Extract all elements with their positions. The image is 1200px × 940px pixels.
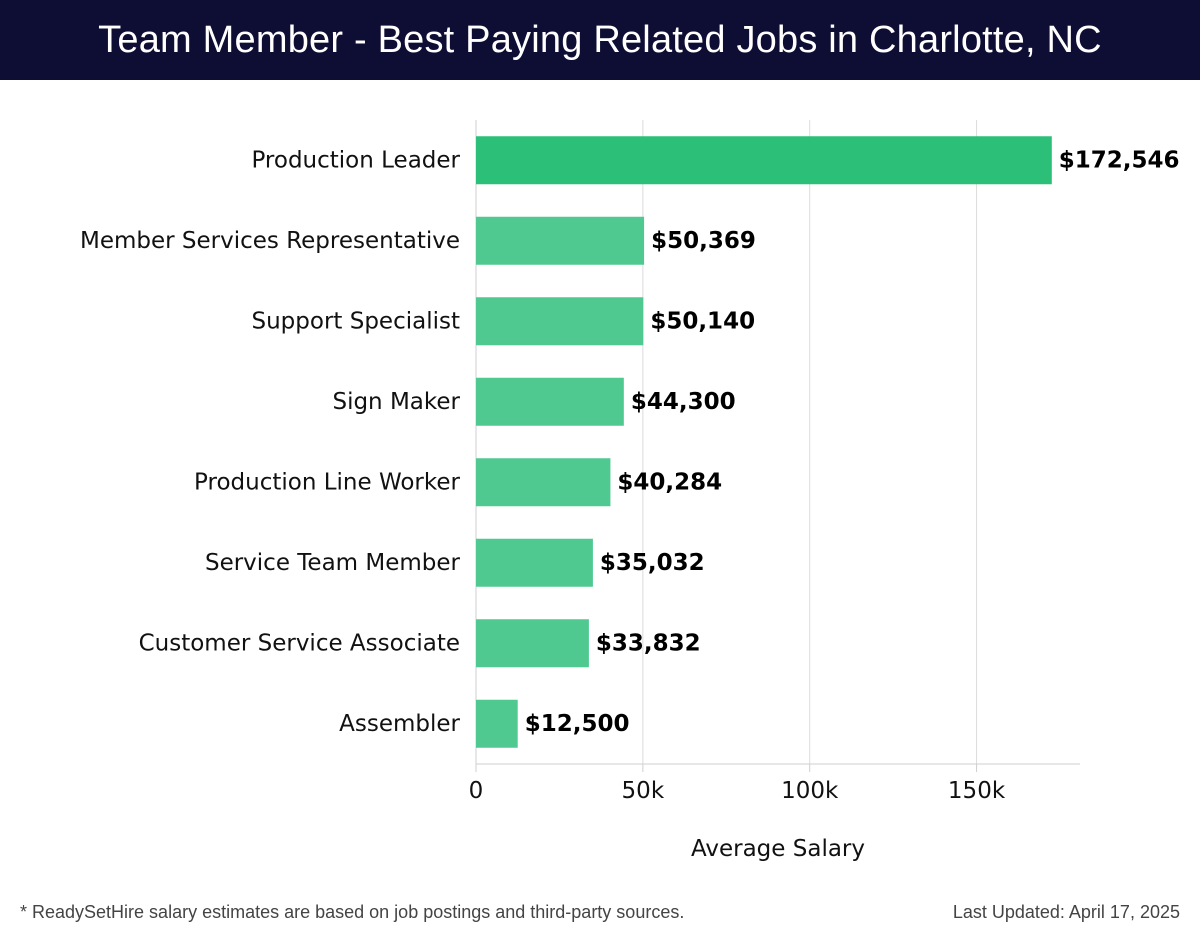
last-updated: Last Updated: April 17, 2025 [952,902,1180,922]
category-label: Production Line Worker [194,469,460,495]
bar [476,538,593,587]
value-label: $40,284 [617,469,722,495]
bar [476,619,589,668]
value-label: $35,032 [600,550,705,576]
x-tick-label: 150k [948,778,1006,804]
category-label: Production Leader [251,147,460,173]
chart-header: Team Member - Best Paying Related Jobs i… [0,0,1200,80]
x-tick-label: 50k [622,778,665,804]
salary-bar-chart: Production Leader $172,546 Member Services… [80,120,1180,862]
bar [476,377,624,426]
value-label: $50,369 [651,228,756,254]
bar [476,699,518,748]
value-label: $12,500 [525,711,630,737]
footnote: * ReadySetHire salary estimates are base… [20,902,685,922]
chart-title: Team Member - Best Paying Related Jobs i… [98,18,1102,61]
value-label: $33,832 [596,630,701,656]
bar [476,297,644,346]
bar [476,458,611,507]
category-label: Sign Maker [332,389,460,415]
category-label: Assembler [339,711,460,737]
x-tick-label: 0 [469,778,484,804]
value-label: $44,300 [631,389,736,415]
value-label: $50,140 [650,308,755,334]
bar [476,216,645,265]
category-label: Customer Service Associate [139,630,460,656]
x-tick-label: 100k [781,778,839,804]
category-label: Service Team Member [205,550,461,576]
x-axis-label: Average Salary [691,836,865,862]
value-label: $172,546 [1059,147,1180,173]
bar [476,136,1052,185]
category-label: Member Services Representative [80,228,460,254]
category-label: Support Specialist [252,308,461,334]
